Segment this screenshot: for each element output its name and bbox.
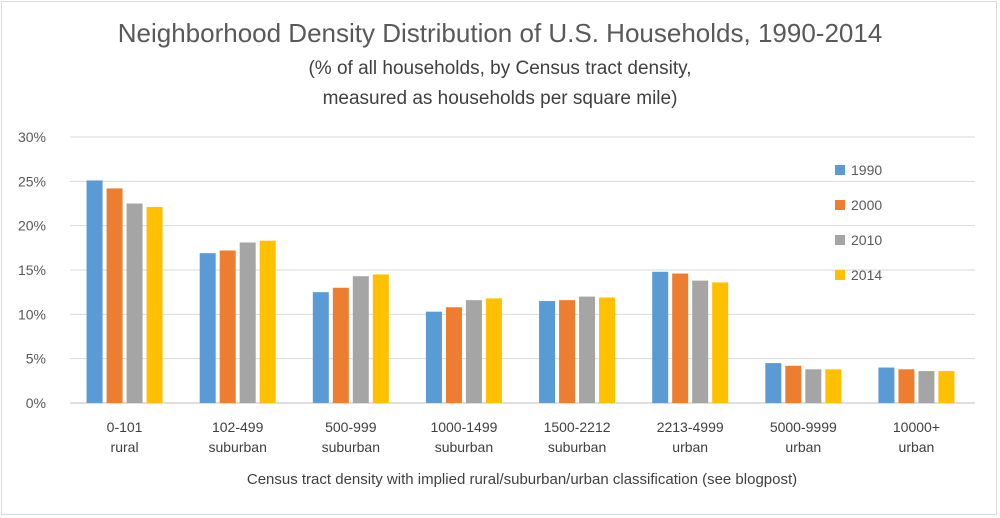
- legend: 1990 2000 2010 2014: [835, 162, 882, 283]
- bar-2000: [332, 287, 349, 403]
- y-tick-label: 5%: [26, 351, 46, 367]
- bar-1990: [652, 271, 669, 403]
- legend-label: 2010: [851, 232, 882, 248]
- bar-2014: [599, 297, 616, 403]
- bar-2014: [825, 369, 842, 403]
- bar-1990: [765, 363, 782, 403]
- x-tick-label: urban: [785, 439, 821, 455]
- x-tick-label: suburban: [322, 439, 380, 455]
- bar-2010: [352, 276, 369, 403]
- legend-label: 2000: [851, 197, 882, 213]
- bar-2014: [712, 282, 729, 403]
- legend-swatch: [835, 165, 845, 175]
- legend-swatch: [835, 235, 845, 245]
- bar-2010: [239, 242, 256, 403]
- bar-2000: [898, 369, 915, 403]
- x-tick-label: suburban: [208, 439, 266, 455]
- legend-label: 2014: [851, 267, 882, 283]
- bar-2000: [785, 365, 802, 403]
- legend-swatch: [835, 200, 845, 210]
- bar-2000: [672, 273, 689, 403]
- bar-2000: [559, 300, 576, 403]
- bar-1990: [312, 292, 329, 403]
- bar-1990: [878, 367, 895, 403]
- bar-2010: [918, 371, 935, 403]
- x-tick-label: 1500-2212: [544, 419, 611, 435]
- bar-2010: [465, 300, 482, 403]
- x-tick-label: 5000-9999: [770, 419, 837, 435]
- x-axis-label: Census tract density with implied rural/…: [247, 471, 797, 488]
- bar-2014: [372, 274, 389, 403]
- x-tick-label: 500-999: [325, 419, 377, 435]
- category-labels: 0-101 rural 102-499 suburban 500-999 suburban…: [107, 419, 940, 455]
- x-tick-label: 102-499: [212, 419, 264, 435]
- y-tick-label: 0%: [26, 395, 46, 411]
- x-tick-label: 0-101: [107, 419, 143, 435]
- x-tick-label: urban: [899, 439, 935, 455]
- x-tick-label: 1000-1499: [430, 419, 497, 435]
- bar-1990: [539, 301, 556, 403]
- bar-2014: [938, 371, 955, 403]
- chart-subtitle-line-2: measured as households per square mile): [322, 88, 678, 109]
- y-tick-label: 10%: [18, 306, 46, 322]
- x-tick-label: rural: [111, 439, 139, 455]
- bar-2000: [445, 307, 462, 403]
- bar-2010: [805, 369, 822, 403]
- y-tick-label: 20%: [18, 218, 46, 234]
- bars: [86, 180, 955, 403]
- y-tick-label: 15%: [18, 262, 46, 278]
- y-axis-ticks: 0% 5% 10% 15% 20% 25% 30%: [18, 129, 46, 411]
- bar-1990: [199, 253, 216, 403]
- bar-2000: [219, 250, 236, 403]
- legend-label: 1990: [851, 162, 882, 178]
- bar-1990: [86, 180, 103, 403]
- bar-2014: [485, 298, 502, 403]
- y-tick-label: 30%: [18, 129, 46, 145]
- x-tick-label: 2213-4999: [657, 419, 724, 435]
- chart-subtitle-line-1: (% of all households, by Census tract de…: [308, 58, 692, 79]
- bar-2010: [126, 203, 143, 403]
- bar-2010: [579, 296, 596, 403]
- x-tick-label: urban: [672, 439, 708, 455]
- x-tick-label: suburban: [435, 439, 493, 455]
- legend-swatch: [835, 270, 845, 280]
- chart-title: Neighborhood Density Distribution of U.S…: [117, 18, 883, 48]
- bar-1990: [425, 311, 442, 403]
- x-tick-label: 10000+: [893, 419, 940, 435]
- bar-2000: [106, 188, 123, 403]
- x-tick-label: suburban: [548, 439, 606, 455]
- y-tick-label: 25%: [18, 173, 46, 189]
- bar-2014: [146, 207, 163, 403]
- bar-2010: [692, 280, 709, 403]
- bar-2014: [259, 240, 276, 403]
